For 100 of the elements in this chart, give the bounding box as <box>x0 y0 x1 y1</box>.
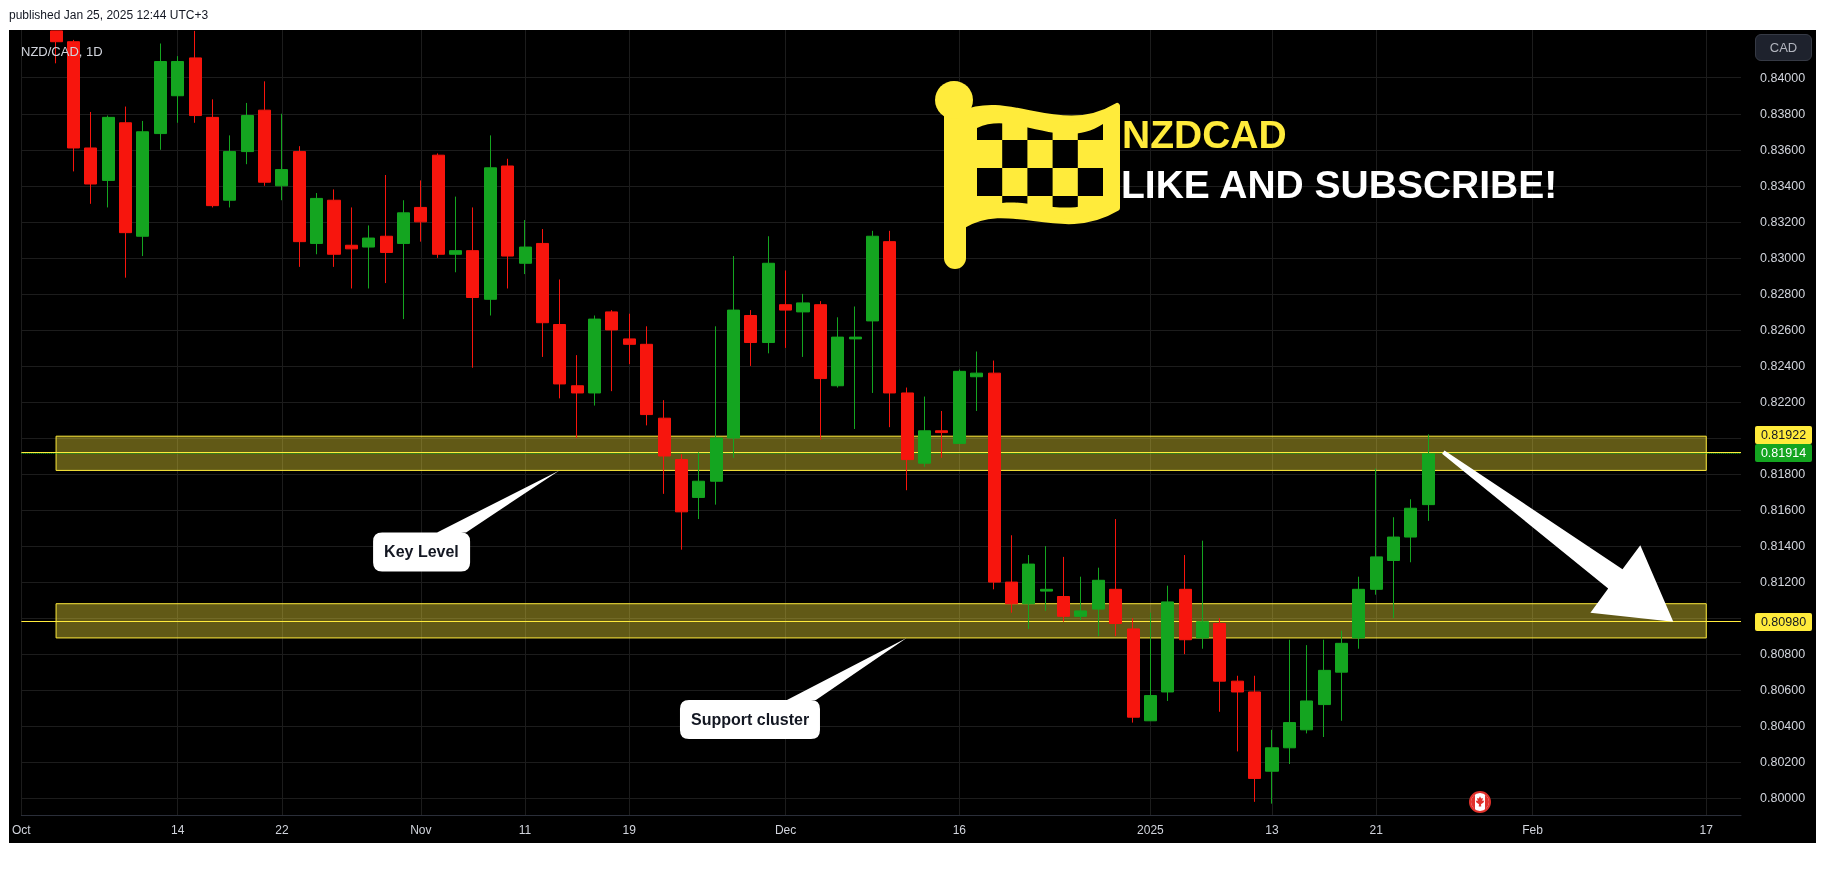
x-tick-label: 2025 <box>1137 823 1165 837</box>
candlestick <box>1352 576 1365 650</box>
y-tick-label: 0.80800 <box>1760 647 1806 662</box>
y-tick-label: 0.80200 <box>1760 755 1806 770</box>
candlestick <box>466 206 479 369</box>
annotation: Support cluster <box>689 709 811 730</box>
x-tick-label: 16 <box>952 823 967 837</box>
candlestick <box>901 387 914 491</box>
candlestick <box>553 278 566 399</box>
candlestick <box>380 174 393 284</box>
candlestick <box>779 269 792 349</box>
candlestick <box>1057 556 1070 623</box>
candlestick <box>397 199 410 320</box>
candlestick <box>1092 567 1105 637</box>
x-tick-label: Nov <box>410 823 432 837</box>
x-tick-label: Feb <box>1522 823 1544 837</box>
y-tick-label: 0.80000 <box>1760 791 1806 806</box>
y-axis-title: CAD <box>1755 34 1812 61</box>
candlestick <box>988 360 1001 590</box>
candlestick <box>327 188 341 268</box>
candlestick <box>605 309 618 392</box>
candlestick <box>84 111 97 205</box>
candlestick <box>1074 576 1087 621</box>
candlestick <box>258 80 271 187</box>
candlestick <box>1144 612 1157 722</box>
y-tick-label: 0.80600 <box>1760 683 1806 698</box>
candlestick <box>831 316 844 389</box>
candlestick <box>1335 630 1348 722</box>
candlestick <box>1213 617 1226 713</box>
candlestick <box>1370 468 1383 596</box>
candlestick <box>484 134 497 316</box>
candlestick <box>1022 554 1035 630</box>
y-tick-label: 0.83600 <box>1760 142 1806 157</box>
candlestick <box>293 145 306 268</box>
candlestick <box>796 293 810 358</box>
ref-line-label: 0.81922 <box>1755 426 1812 445</box>
candlestick <box>935 410 948 459</box>
candlestick <box>849 306 862 430</box>
candlestick <box>623 313 636 365</box>
x-tick-label: 19 <box>622 823 637 837</box>
candlestick <box>1040 545 1053 612</box>
candlestick <box>102 115 115 208</box>
y-tick-label: 0.83400 <box>1760 178 1806 193</box>
y-tick-label: 0.81600 <box>1760 503 1806 518</box>
candlestick <box>1387 516 1400 619</box>
y-tick-label: 0.84000 <box>1760 70 1806 85</box>
candlestick <box>658 399 671 495</box>
y-tick-label: 0.81400 <box>1760 539 1806 554</box>
candlestick <box>171 55 184 124</box>
candlestick <box>119 106 132 279</box>
candlestick <box>519 219 532 275</box>
text: published Jan 25, 2025 12:44 UTC+3 <box>9 8 209 22</box>
y-tick-label: 0.83800 <box>1760 106 1806 121</box>
candlestick <box>953 369 966 444</box>
y-tick-label: 0.82600 <box>1760 322 1806 337</box>
x-tick-label: Oct <box>12 823 32 837</box>
y-tick-label: 0.83000 <box>1760 250 1806 265</box>
candlestick <box>571 354 584 439</box>
x-tick-label: 17 <box>1699 823 1714 837</box>
y-tick-label: 0.80400 <box>1760 719 1806 734</box>
annotation: Key Level <box>383 542 460 563</box>
candlestick <box>883 230 896 428</box>
candlestick <box>449 196 462 273</box>
x-tick-label: Dec <box>774 823 797 837</box>
candlestick <box>675 453 688 551</box>
candlestick <box>1248 675 1261 803</box>
annotation: NZDCAD <box>1122 113 1287 156</box>
candlestick <box>206 98 219 208</box>
x-tick-label: 22 <box>275 823 289 837</box>
annotation: LIKE AND SUBSCRIBE! <box>1121 163 1558 206</box>
candlestick <box>275 113 288 201</box>
candlestick <box>1283 639 1296 765</box>
y-tick-label: 0.81800 <box>1760 467 1806 482</box>
candlestick <box>1265 729 1279 805</box>
candlestick <box>640 325 653 426</box>
x-tick-label: 14 <box>170 823 185 837</box>
candlestick <box>1404 498 1417 563</box>
candlestick <box>970 351 983 412</box>
x-tick-label: 21 <box>1369 823 1384 837</box>
ref-line-label: 0.81914 <box>1755 444 1812 463</box>
candlestick <box>136 120 149 257</box>
y-tick-label: 0.81200 <box>1760 575 1806 590</box>
candlestick <box>1109 518 1122 637</box>
candlestick <box>414 179 427 243</box>
y-tick-label: 0.82200 <box>1760 394 1806 409</box>
x-tick-label: 11 <box>518 823 532 837</box>
candlestick <box>1300 644 1313 734</box>
candlestick <box>223 134 236 208</box>
candlestick <box>154 43 167 151</box>
candlestick <box>362 224 375 289</box>
candlestick <box>866 230 879 394</box>
candlestick <box>1196 540 1209 650</box>
candlestick <box>501 158 514 289</box>
candlestick <box>310 192 323 255</box>
candlestick <box>814 300 827 441</box>
candlestick <box>536 228 549 358</box>
candlestick <box>241 102 254 165</box>
candlestick <box>744 309 757 367</box>
candlestick <box>762 235 775 354</box>
ref-line-label: 0.80980 <box>1755 612 1812 631</box>
